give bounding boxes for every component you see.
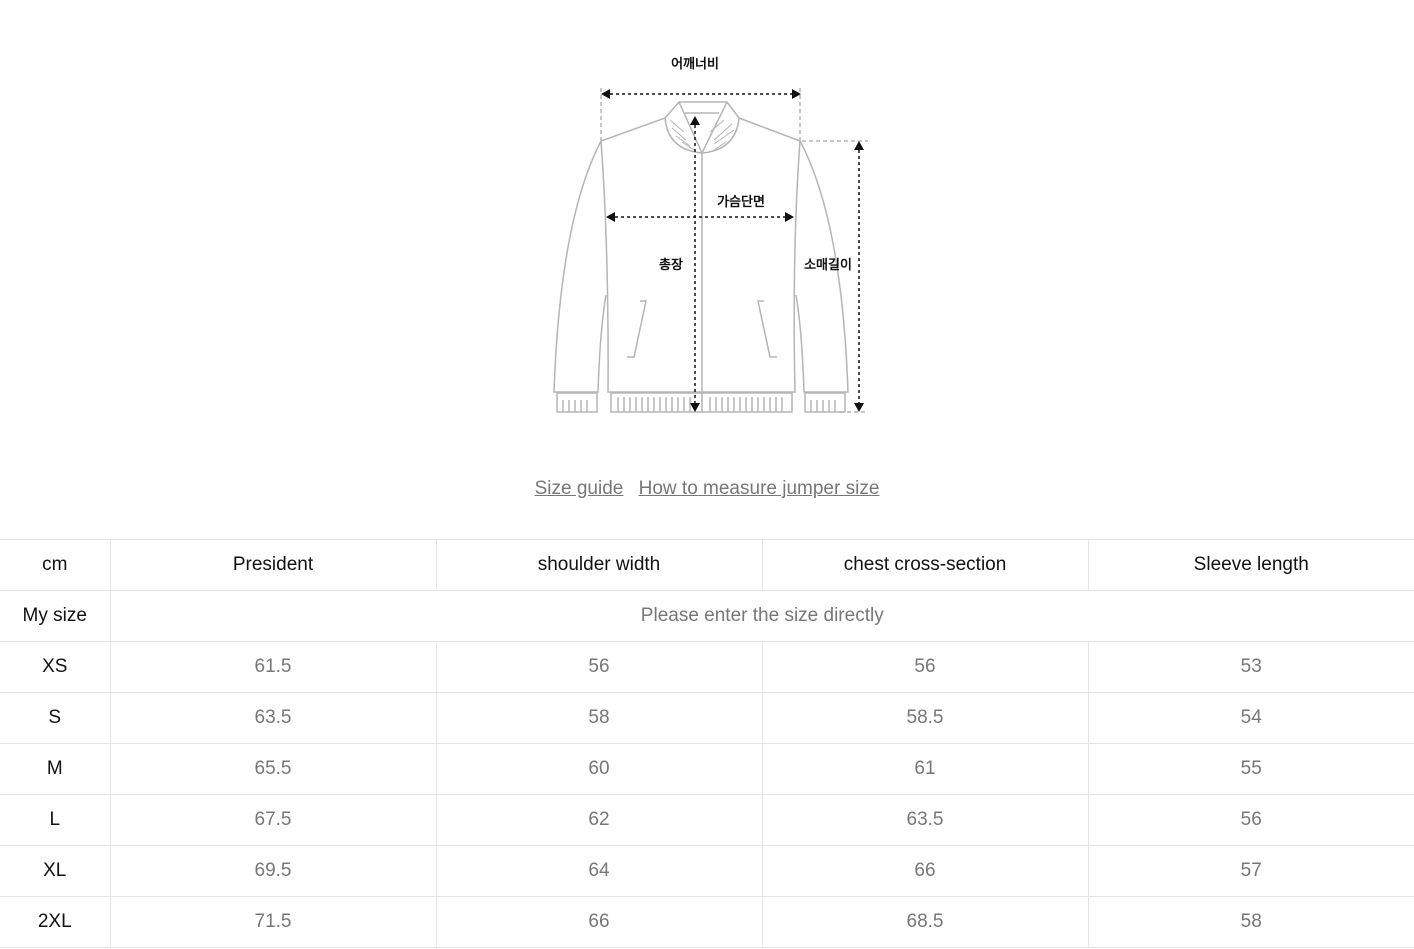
jacket-outline [553, 88, 868, 413]
label-chest: 가슴단면 [717, 194, 765, 210]
size-value: 60 [435, 743, 763, 795]
size-value: 66 [435, 896, 763, 948]
size-value: 68.5 [761, 896, 1089, 948]
table-row: M 65.5 60 61 55 [0, 743, 1414, 795]
size-value: 58.5 [761, 692, 1089, 744]
size-value: 67.5 [109, 794, 437, 846]
table-row: L 67.5 62 63.5 56 [0, 794, 1414, 846]
size-value: 61.5 [109, 641, 437, 693]
size-value: 53 [1087, 641, 1414, 693]
size-value: 65.5 [109, 743, 437, 795]
size-value: 58 [1087, 896, 1414, 948]
size-value: 58 [435, 692, 763, 744]
my-size-label: My size [0, 590, 111, 642]
header-cell: chest cross-section [761, 539, 1089, 591]
guide-links: Size guide How to measure jumper size [0, 478, 1414, 500]
size-value: 61 [761, 743, 1089, 795]
table-row: S 63.5 58 58.5 54 [0, 692, 1414, 744]
size-label: M [0, 743, 111, 795]
size-value: 71.5 [109, 896, 437, 948]
my-size-row: My size Please enter the size directly [0, 590, 1414, 642]
label-sleeve-length: 소매길이 [804, 257, 852, 273]
size-value: 64 [435, 845, 763, 897]
table-row: 2XL 71.5 66 68.5 58 [0, 896, 1414, 948]
header-cell: President [109, 539, 437, 591]
size-label: S [0, 692, 111, 744]
size-label: XL [0, 845, 111, 897]
size-value: 69.5 [109, 845, 437, 897]
size-value: 66 [761, 845, 1089, 897]
my-size-input[interactable]: Please enter the size directly [109, 590, 1414, 642]
size-table: cm President shoulder width chest cross-… [0, 539, 1414, 948]
how-to-measure-link[interactable]: How to measure jumper size [638, 478, 880, 499]
size-value: 56 [761, 641, 1089, 693]
size-value: 62 [435, 794, 763, 846]
measurement-arrows [610, 93, 860, 403]
table-row: XL 69.5 64 66 57 [0, 845, 1414, 897]
size-guide-link[interactable]: Size guide [534, 478, 624, 499]
size-value: 63.5 [761, 794, 1089, 846]
size-value: 63.5 [109, 692, 437, 744]
size-value: 54 [1087, 692, 1414, 744]
header-cell: shoulder width [435, 539, 763, 591]
label-shoulder-width: 어깨너비 [671, 56, 719, 72]
jacket-measurement-diagram: 어깨너비 가슴단면 총장 소매길이 [553, 56, 868, 413]
size-value: 56 [1087, 794, 1414, 846]
header-cell: cm [0, 539, 111, 591]
label-total-length: 총장 [659, 257, 683, 273]
size-value: 57 [1087, 845, 1414, 897]
size-value: 56 [435, 641, 763, 693]
size-label: L [0, 794, 111, 846]
size-label: 2XL [0, 896, 111, 948]
size-value: 55 [1087, 743, 1414, 795]
header-cell: Sleeve length [1087, 539, 1414, 591]
table-row: XS 61.5 56 56 53 [0, 641, 1414, 693]
table-header-row: cm President shoulder width chest cross-… [0, 539, 1414, 591]
size-label: XS [0, 641, 111, 693]
